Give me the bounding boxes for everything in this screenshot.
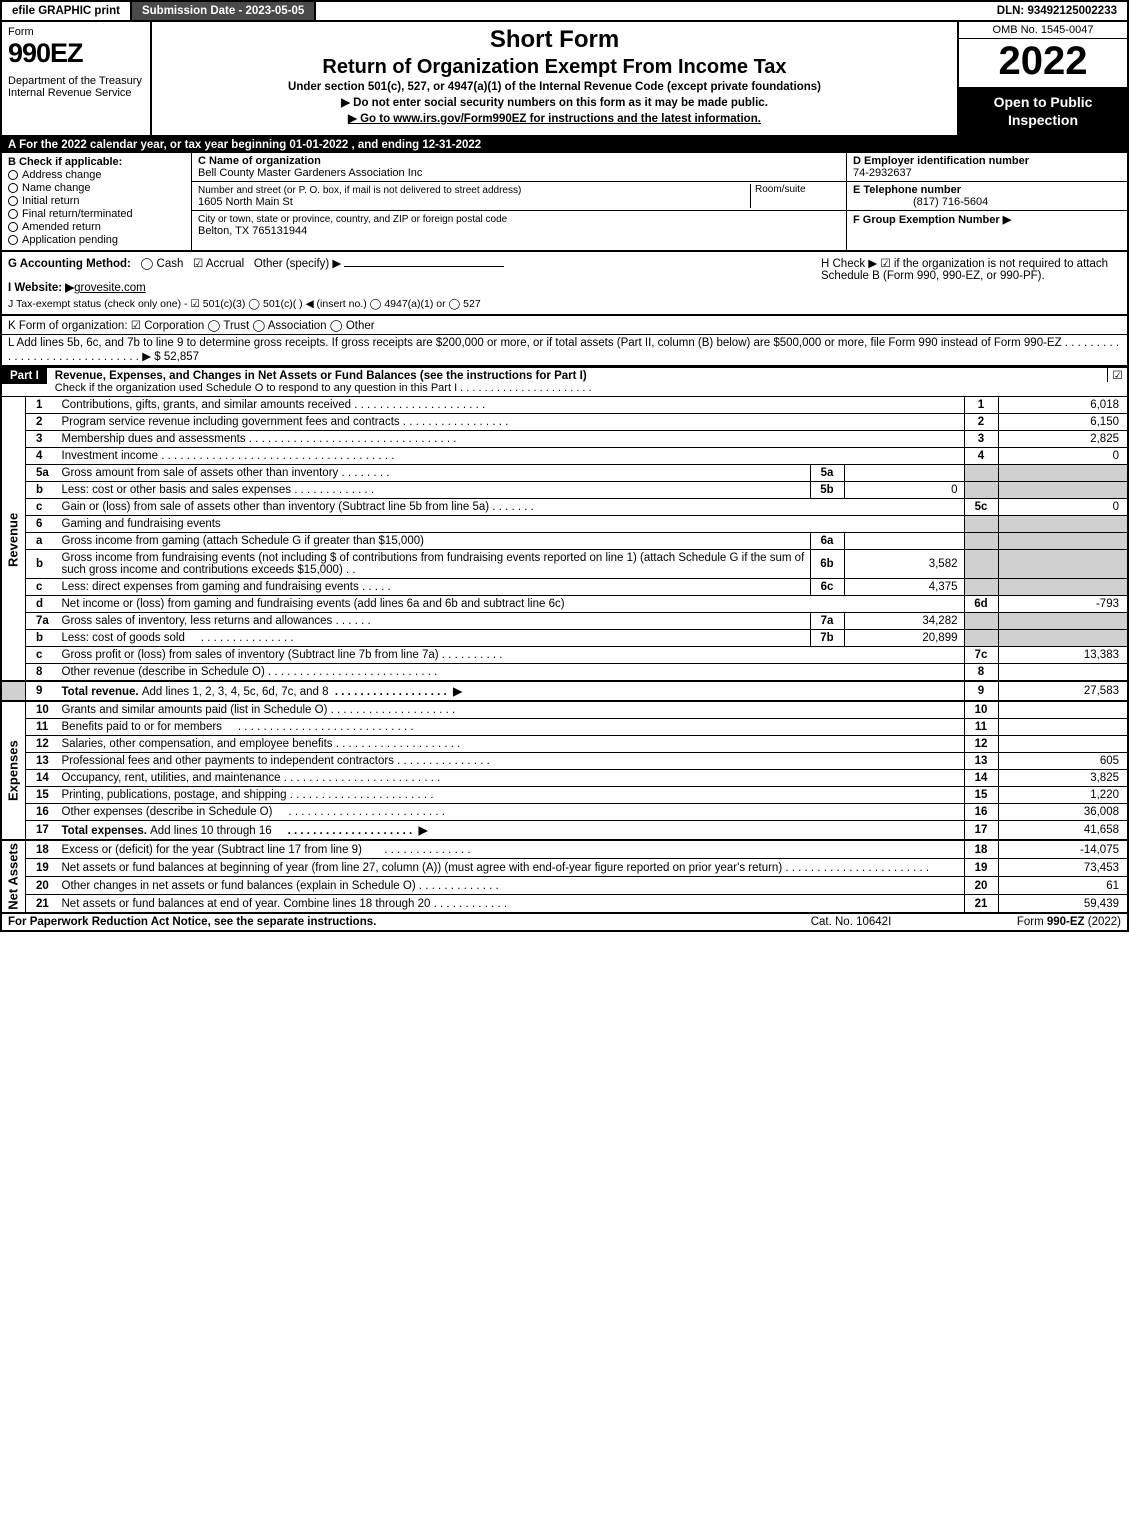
line-21-value: 59,439 [998,895,1128,913]
dln: DLN: 93492125002233 [987,2,1127,20]
omb-number: OMB No. 1545-0047 [959,22,1127,39]
department: Department of the Treasury Internal Reve… [8,75,144,99]
under-section: Under section 501(c), 527, or 4947(a)(1)… [160,81,949,93]
section-b-label: B Check if applicable: [8,156,185,168]
room-suite-label: Room/suite [750,184,840,208]
line-16-value: 36,008 [998,804,1128,821]
telephone-cell: E Telephone number (817) 716-5604 [847,182,1127,211]
section-c: C Name of organization Bell County Maste… [192,153,847,250]
open-to-public: Open to Public Inspection [959,87,1127,135]
line-1-value: 6,018 [998,397,1128,414]
section-k: K Form of organization: ☑ Corporation ◯ … [0,316,1129,335]
line-6c-value: 4,375 [844,579,964,596]
org-street-cell: Number and street (or P. O. box, if mail… [192,182,846,211]
revenue-side-label: Revenue [1,397,26,681]
check-initial-return[interactable]: Initial return [8,195,185,207]
line-7a-value: 34,282 [844,613,964,630]
form-header: Form 990EZ Department of the Treasury In… [0,20,1129,137]
org-street: 1605 North Main St [198,196,293,208]
tax-year: 2022 [959,39,1127,87]
line-5c-value: 0 [998,499,1128,516]
submission-date: Submission Date - 2023-05-05 [132,2,316,20]
header-center: Short Form Return of Organization Exempt… [152,22,957,135]
line-11-value [998,719,1128,736]
part-i-checkbox[interactable]: ☑ [1107,368,1127,382]
short-form-title: Short Form [160,26,949,54]
section-a-calendar-year: A For the 2022 calendar year, or tax yea… [0,137,1129,153]
line-19-value: 73,453 [998,859,1128,877]
line-14-value: 3,825 [998,770,1128,787]
group-exemption-cell: F Group Exemption Number ▶ [847,211,1127,228]
accounting-method: G Accounting Method: ◯ Cash ☑ Accrual Ot… [8,256,791,270]
line-10-value [998,701,1128,719]
net-assets-side-label: Net Assets [1,840,26,913]
check-name-change[interactable]: Name change [8,182,185,194]
part-i-table: Revenue 1Contributions, gifts, grants, a… [0,397,1129,914]
gross-receipts-value: 52,857 [164,351,199,363]
org-name: Bell County Master Gardeners Association… [198,167,422,179]
line-2-value: 6,150 [998,414,1128,431]
paperwork-notice: For Paperwork Reduction Act Notice, see … [8,916,751,928]
section-gh: G Accounting Method: ◯ Cash ☑ Accrual Ot… [0,251,1129,316]
check-address-change[interactable]: Address change [8,169,185,181]
line-7c-value: 13,383 [998,647,1128,664]
line-5a-value [844,465,964,482]
form-number: 990EZ [8,38,144,69]
tax-exempt-status: J Tax-exempt status (check only one) - ☑… [8,298,791,310]
no-ssn-warning: ▶ Do not enter social security numbers o… [160,95,949,109]
ein-value: 74-2932637 [853,167,912,179]
form-footer-number: Form 990-EZ (2022) [951,916,1121,928]
section-h: H Check ▶ ☑ if the organization is not r… [821,256,1121,310]
section-l: L Add lines 5b, 6c, and 7b to line 9 to … [0,335,1129,367]
line-6b-value: 3,582 [844,550,964,579]
org-info-block: B Check if applicable: Address change Na… [0,153,1129,251]
part-i-title: Revenue, Expenses, and Changes in Net As… [47,368,1107,396]
line-6d-value: -793 [998,596,1128,613]
telephone-value: (817) 716-5604 [853,196,988,208]
line-9-value: 27,583 [998,681,1128,701]
efile-print-button[interactable]: efile GRAPHIC print [2,2,132,20]
line-18-value: -14,075 [998,840,1128,858]
line-5b-value: 0 [844,482,964,499]
org-name-cell: C Name of organization Bell County Maste… [192,153,846,182]
line-17-value: 41,658 [998,821,1128,841]
website-line: I Website: ▶grovesite.com [8,280,791,294]
check-amended-return[interactable]: Amended return [8,221,185,233]
header-right: OMB No. 1545-0047 2022 Open to Public In… [957,22,1127,135]
line-4-value: 0 [998,448,1128,465]
line-3-value: 2,825 [998,431,1128,448]
ein-cell: D Employer identification number 74-2932… [847,153,1127,182]
section-b: B Check if applicable: Address change Na… [2,153,192,250]
sections-cde: C Name of organization Bell County Maste… [192,153,1127,250]
line-20-value: 61 [998,877,1128,895]
line-12-value [998,736,1128,753]
section-def: D Employer identification number 74-2932… [847,153,1127,250]
line-15-value: 1,220 [998,787,1128,804]
check-application-pending[interactable]: Application pending [8,234,185,246]
form-label: Form [8,26,144,38]
part-i-label: Part I [2,368,47,384]
line-6a-value [844,533,964,550]
header-left: Form 990EZ Department of the Treasury In… [2,22,152,135]
org-city: Belton, TX 765131944 [198,225,307,237]
top-bar: efile GRAPHIC print Submission Date - 20… [0,0,1129,20]
check-final-return[interactable]: Final return/terminated [8,208,185,220]
goto-link[interactable]: ▶ Go to www.irs.gov/Form990EZ for instru… [160,111,949,125]
org-city-cell: City or town, state or province, country… [192,211,846,239]
line-13-value: 605 [998,753,1128,770]
line-8-value [998,664,1128,682]
page-footer: For Paperwork Reduction Act Notice, see … [0,914,1129,932]
cat-number: Cat. No. 10642I [751,916,951,928]
expenses-side-label: Expenses [1,701,26,840]
line-7b-value: 20,899 [844,630,964,647]
part-i-header: Part I Revenue, Expenses, and Changes in… [0,367,1129,397]
website-value[interactable]: grovesite.com [74,282,146,294]
return-title: Return of Organization Exempt From Incom… [160,56,949,79]
